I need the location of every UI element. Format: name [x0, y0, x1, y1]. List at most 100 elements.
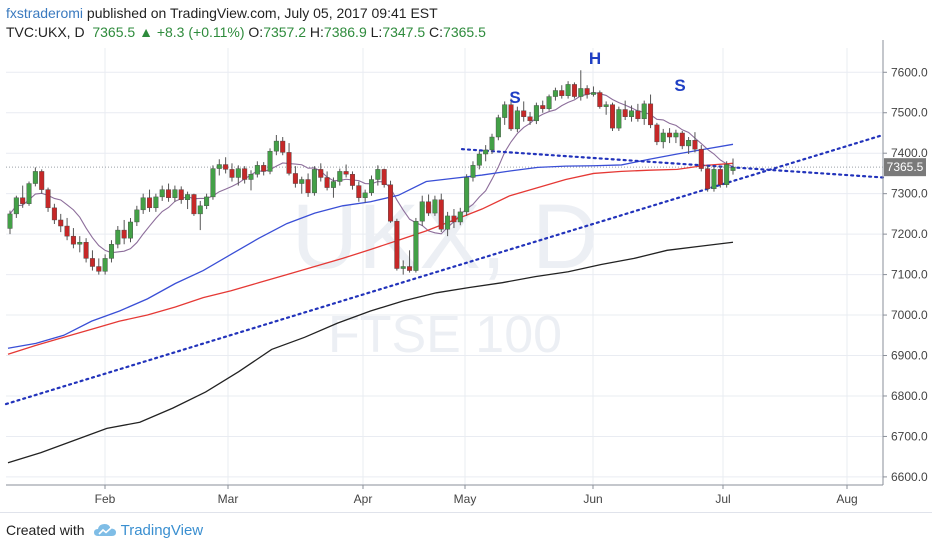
candle-down	[571, 84, 577, 97]
candle-up	[565, 84, 571, 96]
candle-down	[147, 197, 153, 209]
candle-up	[489, 136, 495, 151]
candle-down	[70, 235, 76, 245]
candle-down	[242, 168, 248, 180]
candle-down	[191, 194, 197, 215]
author-link[interactable]: fxstraderomi	[6, 5, 84, 21]
x-tick-label: Jul	[715, 492, 730, 506]
candle-up	[413, 220, 419, 271]
candle-up	[13, 197, 19, 215]
candle-up	[273, 140, 279, 152]
candle-up	[172, 189, 178, 198]
candle-down	[717, 169, 723, 185]
candle-up	[578, 88, 584, 97]
candle-up	[660, 132, 666, 143]
change-value: +8.3 (+0.11%)	[156, 24, 245, 40]
candle-down	[39, 171, 45, 190]
candle-up	[216, 164, 222, 169]
candle-down	[64, 225, 70, 237]
candle-up	[235, 168, 241, 178]
candle-down	[166, 189, 172, 198]
candle-down	[51, 207, 57, 221]
x-tick-label: May	[454, 492, 477, 506]
x-tick-label: Feb	[95, 492, 116, 506]
candle-down	[381, 169, 387, 185]
candle-down	[223, 164, 229, 170]
candle-up	[476, 153, 482, 166]
candle-up	[673, 132, 679, 138]
y-tick-label: 7200.0	[891, 227, 928, 241]
candle-up	[127, 221, 133, 239]
neckline-trendline[interactable]	[460, 148, 885, 179]
candle-up	[445, 215, 451, 230]
candle-down	[597, 92, 603, 107]
x-tick-label: Mar	[218, 492, 239, 506]
candle-up	[337, 171, 343, 182]
candle-up	[432, 199, 438, 214]
publish-info: fxstraderomi published on TradingView.co…	[6, 4, 906, 22]
x-tick-label: Apr	[354, 492, 373, 506]
open-label: O:	[248, 24, 264, 40]
symbol-label[interactable]: TVC:UKX, D	[6, 24, 85, 40]
watermark-name: FTSE 100	[328, 306, 562, 364]
last-value: 7365.5	[92, 24, 136, 40]
candle-up	[115, 229, 121, 245]
candle-up	[686, 140, 692, 147]
candle-up	[629, 110, 635, 117]
candles	[7, 70, 736, 275]
candle-up	[159, 189, 165, 198]
candle-up	[419, 201, 425, 222]
candle-up	[134, 209, 140, 223]
y-tick-label: 6600.0	[891, 470, 928, 484]
candle-up	[603, 104, 609, 107]
candle-down	[292, 173, 298, 184]
candle-up	[483, 149, 489, 155]
last-price-tag-bg	[884, 158, 926, 177]
candle-up	[464, 177, 470, 213]
chart-header: fxstraderomi published on TradingView.co…	[6, 4, 906, 42]
time-axis[interactable]: Feb Mar Apr May Jun Jul Aug	[6, 484, 883, 506]
candle-down	[451, 215, 457, 223]
candle-down	[280, 140, 286, 153]
candle-up	[254, 165, 260, 175]
last-price-value: 7365.5	[887, 160, 924, 174]
candle-up	[711, 169, 717, 190]
candle-down	[438, 199, 444, 230]
candle-up	[495, 117, 501, 138]
candle-up	[210, 168, 216, 198]
candle-down	[679, 132, 685, 147]
trendlines[interactable]	[4, 133, 885, 406]
y-tick-label: 6800.0	[891, 389, 928, 403]
candle-down	[89, 258, 95, 267]
candle-down	[667, 132, 673, 138]
candle-up	[248, 174, 254, 180]
x-tick-label: Aug	[836, 492, 857, 506]
candle-down	[388, 184, 394, 222]
candle-up	[204, 196, 210, 207]
price-axis[interactable]: 7600.0 7500.0 7400.0 7300.0 7200.0 7100.0 7000…	[882, 40, 928, 485]
candle-down	[622, 109, 628, 117]
ma-red-line	[7, 162, 734, 355]
tradingview-cloud-icon	[93, 524, 116, 536]
candle-up	[7, 213, 13, 229]
high-value: 7386.9	[323, 24, 367, 40]
candle-down	[83, 242, 89, 259]
candle-down	[559, 90, 565, 96]
candle-up	[724, 164, 730, 185]
candle-up	[730, 167, 736, 171]
y-tick-label: 6700.0	[891, 429, 928, 443]
candle-down	[356, 185, 362, 198]
right-shoulder-label: S	[674, 76, 685, 95]
ma-blue-line	[7, 143, 734, 349]
high-label: H:	[309, 24, 324, 40]
rising-support-trendline[interactable]	[4, 133, 885, 406]
candle-up	[533, 105, 539, 122]
candle-up	[77, 242, 83, 245]
tradingview-logo[interactable]: TradingView	[93, 522, 203, 539]
candle-up	[552, 90, 558, 97]
candle-up	[311, 169, 317, 194]
candle-up	[32, 171, 38, 184]
candle-up	[470, 165, 476, 178]
candle-up	[330, 181, 336, 188]
